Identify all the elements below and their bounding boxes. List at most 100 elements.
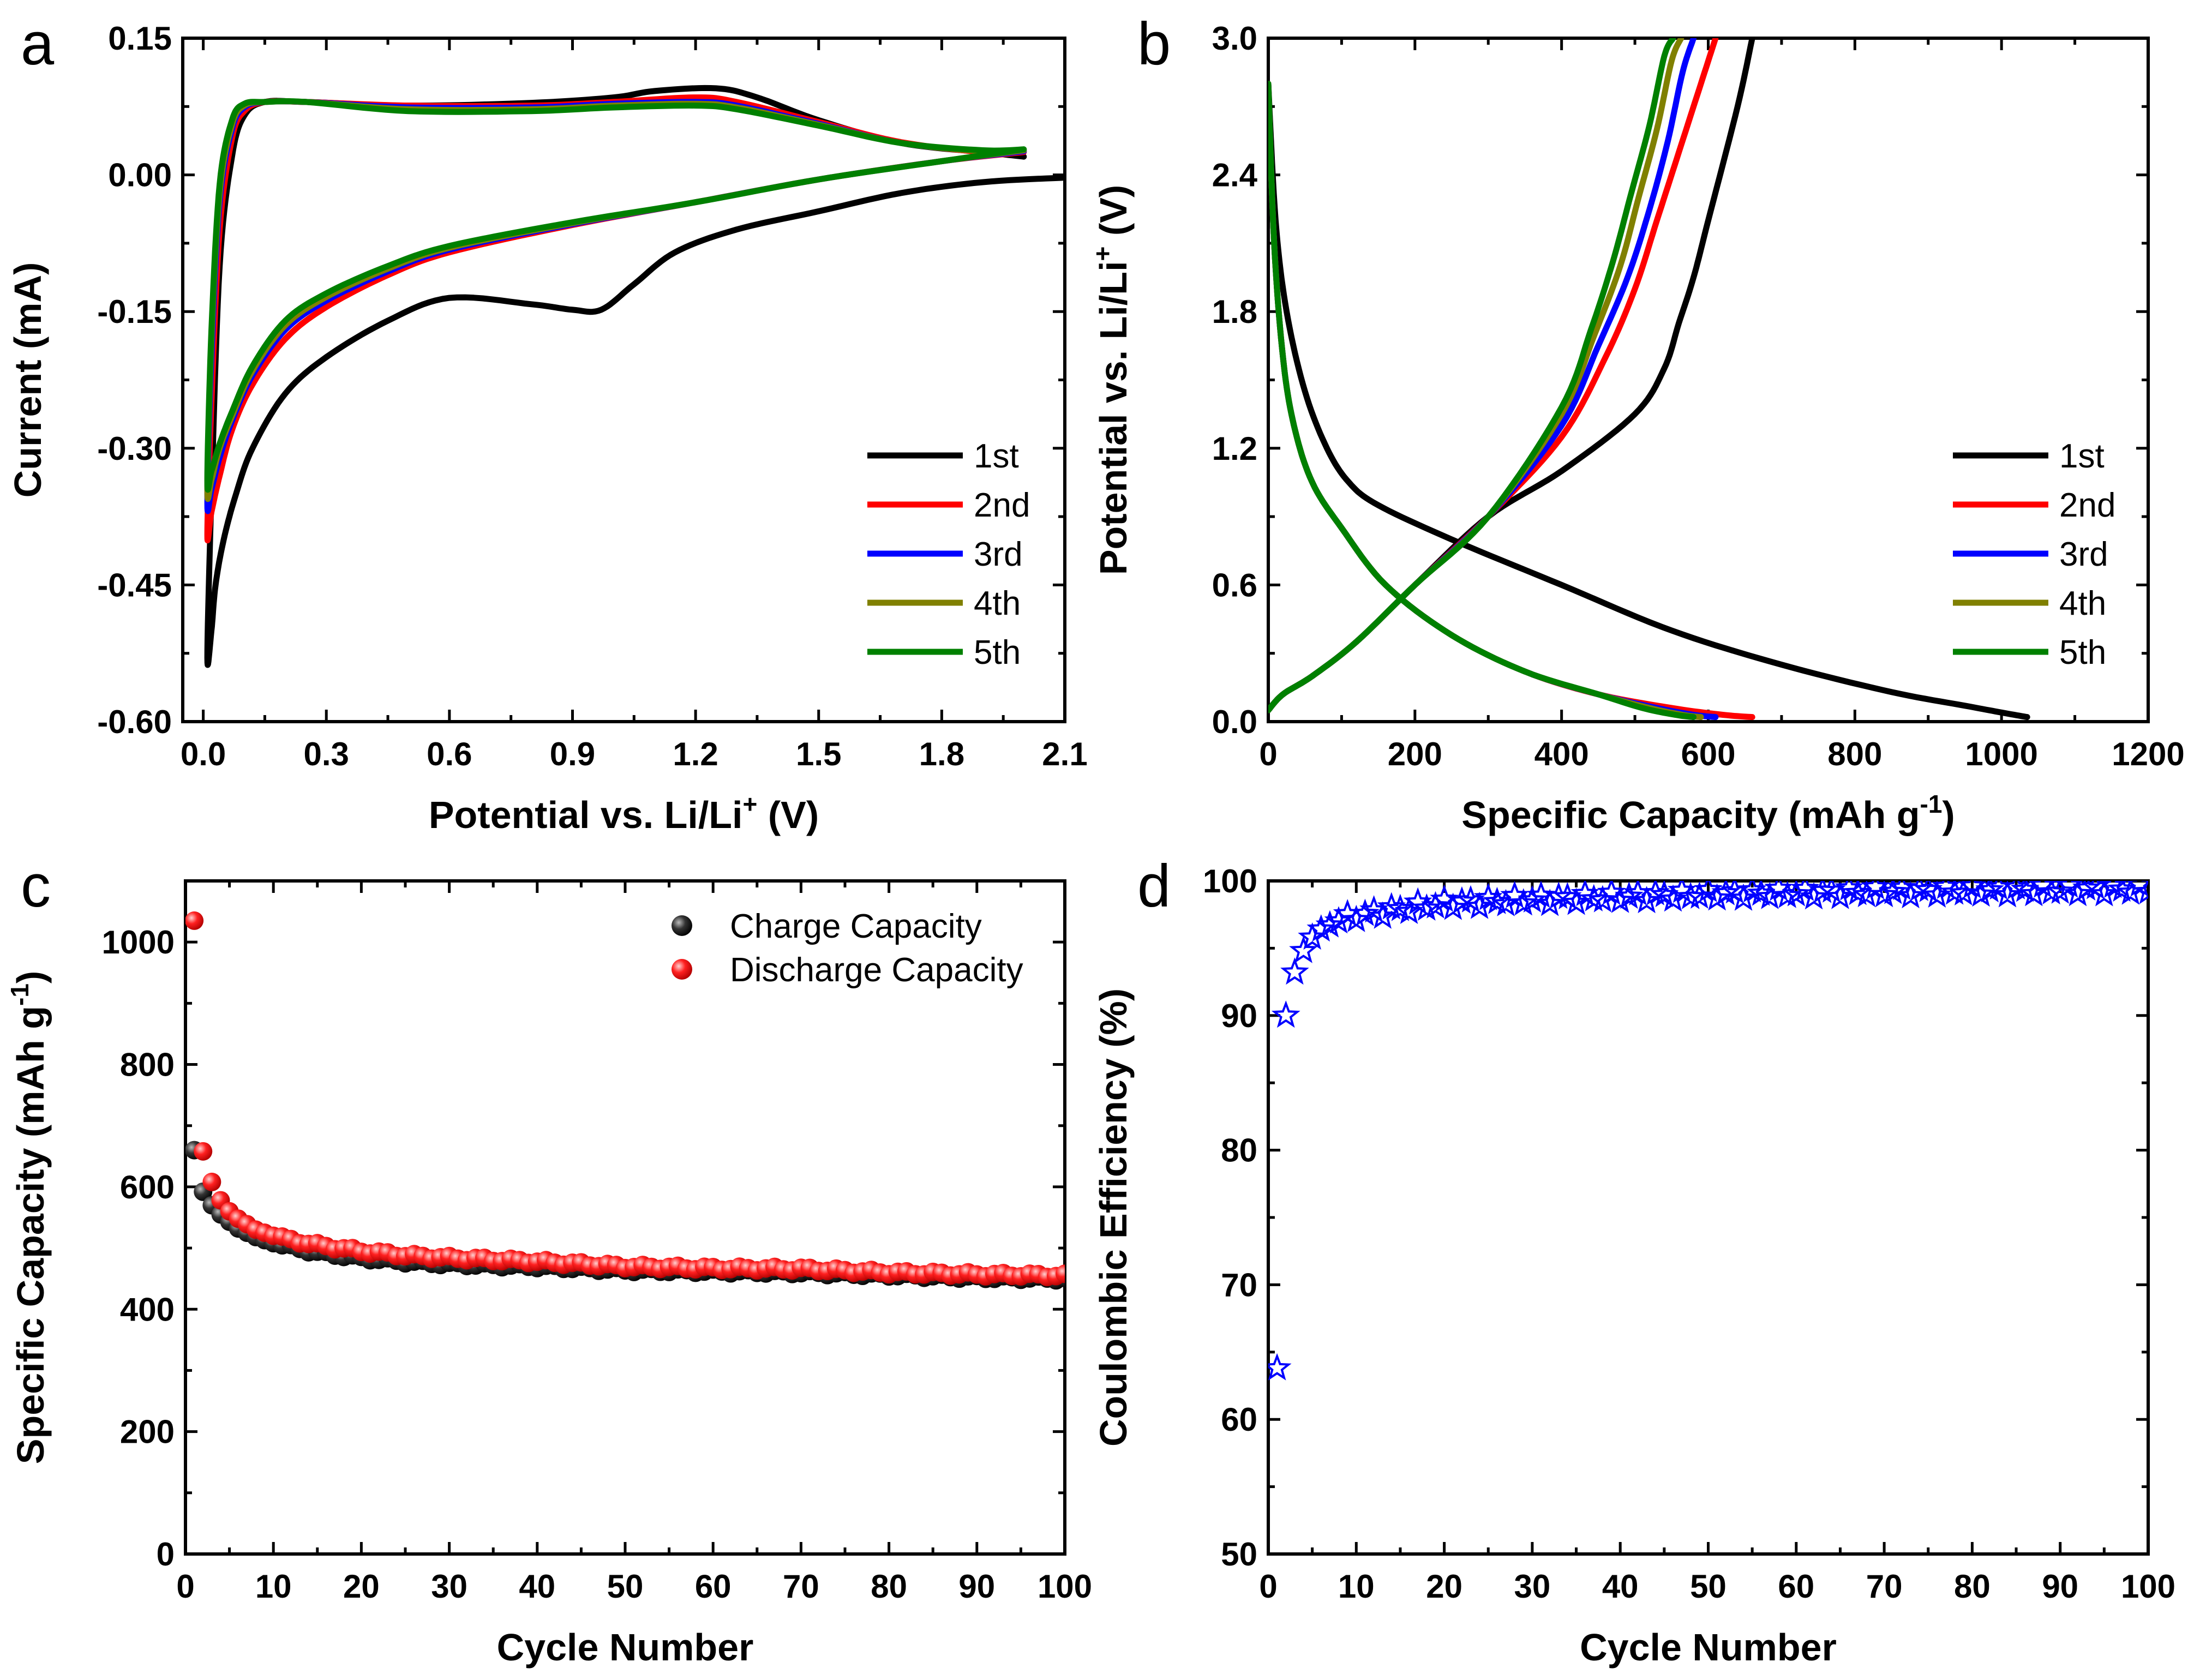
marker-star <box>2037 881 2066 905</box>
marker-star <box>1447 886 1477 914</box>
marker-star <box>1940 881 1969 905</box>
marker-star <box>1386 893 1415 921</box>
x-tick-label: 0.6 <box>427 736 472 772</box>
y-tick-label: -0.30 <box>97 430 172 467</box>
plot-area-b <box>1268 38 2030 721</box>
x-tick-label: 90 <box>2042 1568 2078 1605</box>
marker-star <box>1799 882 1829 910</box>
x-tick-label: 0 <box>1259 1568 1277 1605</box>
panel-a: 0.0 0.3 0.6 0.9 1.2 1.5 1.8 2.1 0.15 0.00 -0.15 -0.… <box>7 20 1088 836</box>
x-tick-label: 0 <box>176 1568 194 1605</box>
y-tick-label: 80 <box>1221 1132 1257 1169</box>
marker-star <box>1773 881 1802 908</box>
marker-star <box>1967 881 1995 907</box>
legend-label-2nd: 2nd <box>974 487 1030 524</box>
y-tick-label: 50 <box>1221 1536 1257 1573</box>
y-tick-label: -0.60 <box>97 704 172 740</box>
marker-star <box>1878 881 1908 904</box>
series-line-5th <box>204 98 1027 493</box>
x-tick-label: 80 <box>871 1568 907 1605</box>
marker-star <box>1737 881 1767 903</box>
y-axis-label: Current (mA) <box>7 262 49 498</box>
marker-star <box>1315 910 1345 938</box>
marker-star <box>1869 881 1899 908</box>
x-tick-label: 80 <box>1954 1568 1991 1605</box>
legend-label-3rd: 3rd <box>974 536 1023 573</box>
marker-star <box>1271 1000 1300 1028</box>
marker-star <box>2099 881 2127 898</box>
marker-star <box>1843 881 1873 905</box>
x-tick-label: 200 <box>1388 736 1442 772</box>
x-axis-label: Cycle Number <box>1580 1626 1837 1669</box>
plot-frame-d <box>1267 879 2150 1556</box>
x-tick-label: 2.1 <box>1042 736 1087 772</box>
legend-label-1st: 1st <box>2059 437 2105 475</box>
marker-discharge <box>194 1142 213 1161</box>
marker-star <box>1421 891 1450 919</box>
panel-b: 0 200 400 600 800 1000 1200 0.0 0.6 1.2 1.8 2.4 3.0 S… <box>1088 20 2185 836</box>
y-axis-label: Coulombic Efficiency (%) <box>1092 988 1135 1447</box>
x-tick-label: 20 <box>1426 1568 1462 1605</box>
marker-star <box>1703 883 1732 911</box>
x-tick-label: 600 <box>1681 736 1735 772</box>
x-tick-label: 10 <box>1338 1568 1375 1605</box>
y-tick-label: 800 <box>120 1047 175 1083</box>
x-tick-label: 0.9 <box>550 736 595 772</box>
marker-star <box>1377 892 1406 920</box>
legend-label-2nd: 2nd <box>2059 487 2115 524</box>
y-tick-label: 3.0 <box>1212 20 1257 57</box>
legend-label-1st: 1st <box>974 437 1019 475</box>
x-tick-label: 400 <box>1534 736 1589 772</box>
series-charge-line-3rd <box>1268 38 1697 713</box>
panel-c: 0 10 20 30 40 50 60 70 80 90 10002004006008001000C… <box>5 879 1092 1669</box>
legend-label-5th: 5th <box>974 634 1021 671</box>
marker-star <box>1605 885 1635 913</box>
y-tick-label: 90 <box>1221 998 1257 1034</box>
marker-discharge <box>1056 1264 1065 1283</box>
marker-star <box>2001 881 2031 900</box>
y-tick-label: 0.6 <box>1212 567 1257 603</box>
marker-discharge <box>185 911 204 930</box>
x-tick-label: 1.8 <box>919 736 964 772</box>
panel-label-a: a <box>21 10 55 77</box>
legend-marker-discharge <box>672 959 692 980</box>
marker-star <box>1975 881 2005 903</box>
marker-star <box>1579 884 1609 911</box>
x-tick-label: 50 <box>607 1568 644 1605</box>
x-axis-label: Specific Capacity (mAh g-1) <box>1461 790 1955 836</box>
series-discharge-line-2nd <box>1268 81 1755 721</box>
marker-star <box>1896 881 1925 909</box>
x-tick-label: 0 <box>1259 736 1277 772</box>
y-axis-label: Potential vs. Li/Li+ (V) <box>1088 185 1135 575</box>
legend-marker-charge <box>672 915 692 936</box>
marker-star <box>1711 881 1741 905</box>
x-tick-label: 1000 <box>1965 736 2037 772</box>
marker-star <box>1351 898 1380 926</box>
x-tick-label: 10 <box>255 1568 292 1605</box>
y-tick-label: 1.2 <box>1212 430 1257 467</box>
x-tick-label: 40 <box>1602 1568 1639 1605</box>
marker-star <box>1650 881 1679 908</box>
y-tick-label: 200 <box>120 1414 175 1450</box>
y-tick-label: 0.15 <box>108 20 172 57</box>
x-tick-label: 0.3 <box>304 736 349 772</box>
series-discharge-line-1st <box>1268 81 2030 721</box>
series-charge-line-5th <box>1268 38 1676 713</box>
marker-star <box>1808 881 1837 903</box>
x-tick-label: 60 <box>1778 1568 1814 1605</box>
legend-label-charge: Charge Capacity <box>730 908 982 945</box>
series-discharge-line-5th <box>1268 81 1697 721</box>
marker-star <box>2133 881 2148 904</box>
y-tick-label: 0.00 <box>108 157 172 194</box>
marker-star <box>1438 892 1468 920</box>
y-tick-label: 600 <box>120 1169 175 1205</box>
marker-star <box>1473 883 1503 910</box>
marker-star <box>1306 914 1336 942</box>
y-tick-label: 400 <box>120 1291 175 1328</box>
x-tick-label: 800 <box>1827 736 1882 772</box>
x-tick-label: 100 <box>1038 1568 1092 1605</box>
marker-star <box>2107 881 2136 902</box>
marker-star <box>1268 1353 1292 1381</box>
legend-a: 1st 2nd 3rd 4th 5th <box>867 437 1030 671</box>
y-tick-label: 0.0 <box>1212 704 1257 740</box>
